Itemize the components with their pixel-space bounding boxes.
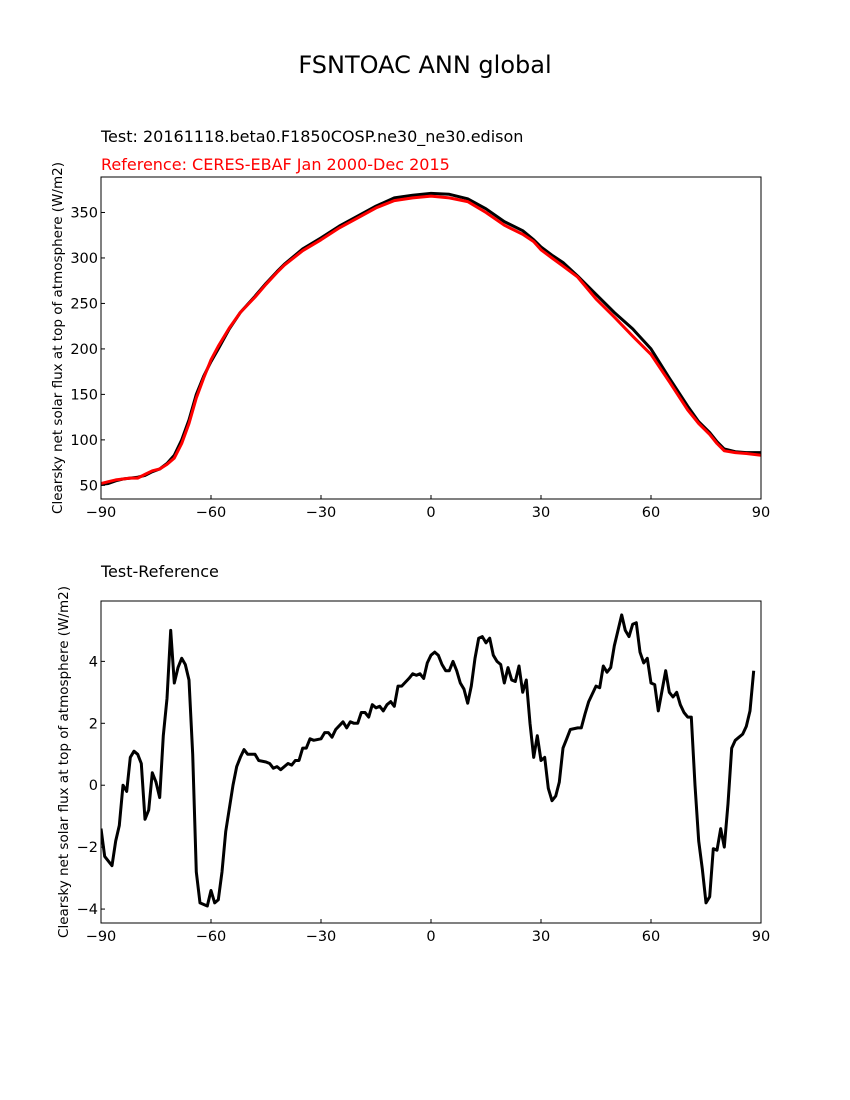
top-panel: Test: 20161118.beta0.F1850COSP.ne30_ne30… — [50, 127, 770, 521]
bottom-x-tick-label: −30 — [306, 929, 337, 945]
top-x-tick-label: −30 — [306, 505, 337, 521]
bottom-x-tick-label: −60 — [196, 929, 227, 945]
top-y-ticks: 50 100 150 200 250 300 350 — [70, 205, 105, 494]
top-series-line-1 — [101, 194, 761, 485]
bottom-series-layer — [101, 613, 756, 908]
top-y-tick-label: 100 — [70, 433, 98, 449]
bottom-x-tick-label: 30 — [532, 929, 550, 945]
bottom-x-tick-label: 60 — [642, 929, 660, 945]
top-series-layer — [101, 191, 761, 486]
bottom-x-tick-label: −90 — [86, 929, 117, 945]
bottom-y-tick-label: 2 — [89, 716, 98, 732]
top-x-ticks: −90 −60 −30 0 30 60 90 — [86, 495, 770, 521]
bottom-y-axis-label: Clearsky net solar flux at top of atmosp… — [56, 586, 72, 938]
reference-subtitle: Reference: CERES-EBAF Jan 2000-Dec 2015 — [101, 155, 450, 174]
top-y-tick-label: 200 — [70, 342, 98, 358]
bottom-panel: Test-Reference Clearsky net solar flux a… — [56, 562, 770, 945]
bottom-x-tick-label: 90 — [752, 929, 770, 945]
top-y-tick-label: 350 — [70, 205, 98, 221]
top-y-tick-label: 150 — [70, 387, 98, 403]
bottom-y-tick-label: 4 — [89, 654, 98, 670]
top-series-line-0 — [101, 191, 761, 486]
top-x-tick-label: 0 — [426, 505, 435, 521]
bottom-plot-frame — [100, 600, 762, 924]
bottom-y-ticks: −4 −2 0 2 4 — [77, 654, 105, 918]
top-x-tick-label: 60 — [642, 505, 660, 521]
test-subtitle: Test: 20161118.beta0.F1850COSP.ne30_ne30… — [100, 127, 523, 147]
top-y-tick-label: 250 — [70, 296, 98, 312]
bottom-x-ticks: −90 −60 −30 0 30 60 90 — [86, 919, 770, 945]
top-y-tick-label: 300 — [70, 251, 98, 267]
top-y-axis-label: Clearsky net solar flux at top of atmosp… — [50, 162, 66, 514]
top-x-tick-label: 30 — [532, 505, 550, 521]
top-y-tick-label: 50 — [80, 478, 98, 494]
bottom-x-tick-label: 0 — [426, 929, 435, 945]
figure-title: FSNTOAC ANN global — [298, 51, 551, 79]
top-x-tick-label: 90 — [752, 505, 770, 521]
bottom-y-tick-label: −2 — [77, 840, 98, 856]
bottom-y-tick-label: −4 — [77, 902, 98, 918]
difference-subtitle: Test-Reference — [100, 562, 219, 581]
bottom-series-line-0 — [101, 613, 756, 908]
top-x-tick-label: −90 — [86, 505, 117, 521]
top-x-tick-label: −60 — [196, 505, 227, 521]
bottom-y-tick-label: 0 — [89, 778, 98, 794]
top-plot-frame — [100, 176, 762, 500]
